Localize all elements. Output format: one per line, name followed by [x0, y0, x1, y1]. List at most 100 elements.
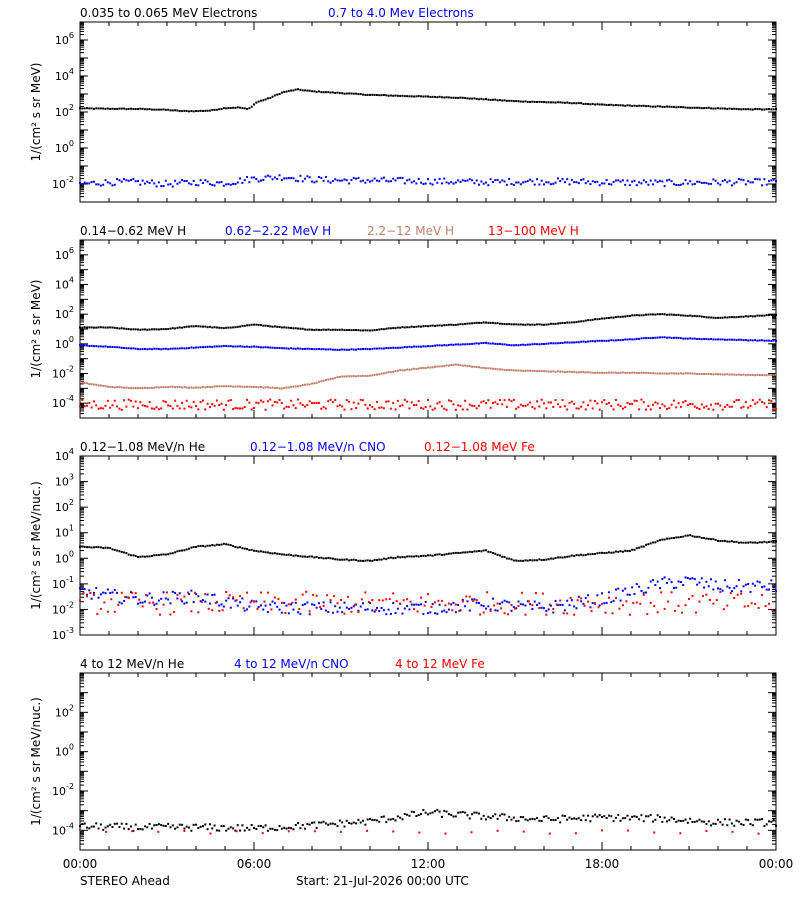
data-point — [420, 406, 423, 409]
data-point — [243, 829, 246, 832]
data-point — [545, 323, 548, 326]
data-point — [438, 344, 441, 347]
data-point — [717, 539, 719, 542]
data-point — [304, 328, 307, 331]
data-point — [157, 108, 160, 111]
data-point — [561, 370, 564, 373]
data-point — [162, 386, 165, 389]
data-point — [162, 603, 165, 606]
data-point — [631, 105, 634, 108]
data-point — [331, 557, 334, 560]
data-point — [95, 404, 98, 407]
data-point — [478, 812, 481, 815]
data-point — [92, 593, 95, 596]
data-point — [573, 402, 576, 405]
data-point — [229, 385, 232, 388]
data-point — [475, 342, 478, 345]
data-point — [366, 93, 369, 96]
data-point — [79, 587, 81, 590]
data-point — [369, 374, 371, 377]
data-point — [153, 182, 156, 185]
data-point — [575, 554, 578, 557]
data-point — [415, 555, 418, 558]
data-point — [635, 583, 638, 586]
data-point — [83, 107, 86, 110]
data-point — [512, 183, 515, 186]
data-point — [109, 592, 112, 595]
data-point — [355, 329, 358, 332]
data-point — [153, 108, 156, 111]
data-point — [174, 591, 177, 594]
data-point — [577, 320, 580, 323]
data-point — [375, 559, 378, 562]
data-point — [197, 346, 200, 349]
data-point — [306, 823, 309, 826]
data-point — [85, 382, 88, 385]
data-point — [99, 593, 102, 596]
data-point — [531, 817, 534, 820]
data-point — [259, 99, 262, 102]
data-point — [362, 602, 365, 605]
data-point — [647, 337, 650, 340]
data-point — [577, 595, 580, 598]
data-point — [371, 93, 374, 96]
data-point — [533, 407, 536, 410]
data-point — [146, 594, 149, 597]
data-point — [364, 591, 367, 594]
data-point — [696, 373, 699, 376]
data-point — [656, 539, 659, 542]
data-point — [306, 555, 309, 558]
data-point — [241, 107, 244, 110]
data-point — [640, 545, 643, 548]
data-point — [396, 369, 399, 372]
data-point — [192, 325, 195, 328]
data-point — [431, 554, 434, 557]
data-point — [355, 407, 358, 410]
data-point — [99, 546, 102, 549]
data-point — [642, 591, 645, 594]
data-point — [410, 95, 413, 98]
data-point — [591, 318, 594, 321]
data-point — [457, 363, 460, 366]
data-point — [693, 578, 696, 581]
data-point — [684, 604, 687, 607]
data-point — [396, 399, 399, 402]
data-point — [186, 591, 189, 594]
data-point — [464, 605, 467, 608]
data-point — [350, 408, 353, 411]
data-point — [396, 177, 399, 180]
data-point — [756, 339, 759, 342]
data-point — [106, 107, 109, 110]
data-point — [626, 179, 629, 182]
data-point — [733, 824, 736, 827]
data-point — [471, 179, 474, 182]
data-point — [331, 328, 334, 331]
data-point — [213, 593, 216, 596]
data-point — [698, 180, 701, 183]
data-point — [102, 407, 105, 410]
data-point — [719, 373, 722, 376]
data-point — [710, 182, 713, 185]
data-point — [234, 106, 237, 109]
data-point — [382, 815, 385, 818]
data-point — [645, 543, 648, 546]
data-point — [450, 552, 453, 555]
data-point — [243, 609, 246, 612]
data-point — [287, 89, 290, 92]
data-point — [433, 612, 436, 615]
data-point — [201, 544, 204, 547]
data-point — [116, 549, 119, 552]
data-point — [359, 93, 362, 96]
data-point — [120, 386, 123, 389]
data-point — [554, 181, 557, 184]
data-point — [317, 556, 320, 559]
data-point — [225, 599, 228, 602]
data-point — [396, 346, 399, 349]
data-point — [218, 404, 221, 407]
data-point — [85, 595, 88, 598]
data-point — [475, 366, 478, 369]
data-point — [246, 548, 249, 551]
data-point — [263, 600, 266, 603]
data-point — [417, 603, 420, 606]
data-point — [403, 326, 406, 329]
